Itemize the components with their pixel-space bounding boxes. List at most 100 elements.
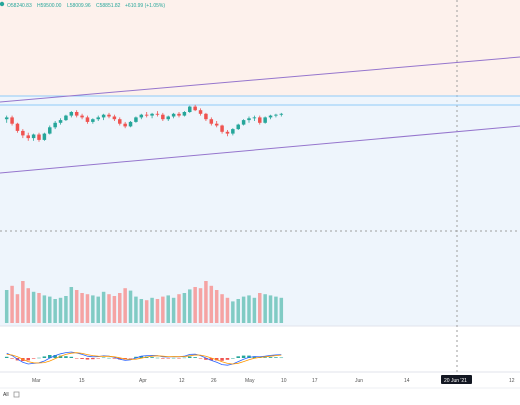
candle-body <box>214 123 219 126</box>
volume-bar <box>247 295 251 323</box>
candle-body <box>274 114 278 116</box>
date-tick: 12 <box>179 378 185 384</box>
ohlc-change: +610.99 (+1.05%) <box>125 3 165 9</box>
macd-histogram-bar <box>220 358 224 361</box>
macd-histogram-bar <box>182 357 187 359</box>
volume-bar <box>69 287 74 323</box>
volume-bar <box>42 295 47 323</box>
ohlc-close: C58851.82 <box>96 3 121 9</box>
candle-body <box>31 134 36 139</box>
macd-histogram-bar <box>225 358 230 360</box>
macd-pane <box>0 326 520 372</box>
volume-bar <box>225 297 230 323</box>
volume-bar <box>10 285 14 323</box>
volume-bar <box>58 297 63 323</box>
candle-body <box>279 113 284 115</box>
candle-body <box>188 106 192 112</box>
candle-body <box>101 114 106 118</box>
volume-bar <box>26 288 30 323</box>
volume-bar <box>252 297 257 323</box>
macd-histogram-bar <box>48 355 52 358</box>
volume-bar <box>118 293 122 323</box>
macd-histogram-bar <box>252 356 257 358</box>
date-tick: 10 <box>281 378 287 384</box>
candle-body <box>247 118 251 121</box>
volume-bar <box>263 294 267 323</box>
volume-bar <box>231 301 235 323</box>
volume-bar <box>204 281 208 323</box>
candle-body <box>74 112 79 116</box>
candle-body <box>26 135 30 139</box>
volume-bar <box>107 294 111 323</box>
volume-bar <box>155 299 160 323</box>
candle-body <box>42 133 47 140</box>
candle-body <box>236 124 240 130</box>
macd-histogram-bar <box>31 358 36 359</box>
volume-bar <box>139 299 144 323</box>
macd-histogram-bar <box>214 358 219 361</box>
macd-histogram-bar <box>150 357 154 358</box>
calendar-icon[interactable] <box>13 391 20 398</box>
volume-bar <box>220 294 224 323</box>
candle-body <box>204 113 208 120</box>
channel-upper-line[interactable] <box>0 56 520 103</box>
volume-bar <box>53 299 57 323</box>
date-tick: 17 <box>312 378 318 384</box>
macd-histogram-bar <box>268 357 273 358</box>
volume-bar <box>80 293 84 323</box>
macd-histogram-bar <box>69 356 74 358</box>
volume-bar <box>171 297 176 323</box>
volume-bar <box>182 293 187 323</box>
candle-body <box>64 115 68 121</box>
macd-histogram-bar <box>53 355 57 358</box>
macd-histogram-bar <box>166 358 170 359</box>
candle-body <box>80 115 84 118</box>
volume-bar <box>48 296 52 323</box>
macd-histogram-bar <box>10 358 14 359</box>
candle-body <box>91 119 95 122</box>
candle-body <box>53 122 57 128</box>
macd-histogram-bar <box>231 358 235 359</box>
candle-body <box>225 131 230 134</box>
macd-histogram-bar <box>128 358 133 359</box>
volume-bar <box>74 290 79 323</box>
macd-histogram-bar <box>139 355 144 358</box>
volume-bar <box>161 296 165 323</box>
volume-bar <box>128 290 133 323</box>
volume-bar <box>96 296 100 323</box>
candle-body <box>10 117 14 124</box>
macd-histogram-bar <box>279 357 284 359</box>
volume-bar <box>166 295 170 323</box>
candle-body <box>118 119 122 124</box>
volume-bar <box>258 293 262 323</box>
macd-histogram-bar <box>209 358 214 361</box>
candles-layer <box>4 104 284 142</box>
volume-bar <box>144 300 149 323</box>
macd-histogram-bar <box>4 356 9 358</box>
candle-body <box>220 125 224 132</box>
volume-bar <box>4 290 9 323</box>
volume-bar <box>101 291 106 323</box>
macd-histogram-bar <box>198 358 203 359</box>
candle-body <box>166 116 170 120</box>
volume-bar <box>64 296 68 323</box>
macd-histogram-bar <box>177 358 181 359</box>
candle-body <box>144 114 149 116</box>
macd-histogram-bar <box>204 358 208 360</box>
volume-bar <box>193 287 197 323</box>
range-all-button[interactable]: All <box>3 392 9 398</box>
volume-bar <box>91 295 95 323</box>
volume-bar <box>188 289 192 323</box>
candle-body <box>48 127 52 134</box>
candle-body <box>161 114 165 120</box>
date-axis[interactable]: Mar 15 Apr 12 26 May 10 17 Jun 14 12 20 … <box>32 375 515 384</box>
volume-bar <box>31 291 36 323</box>
candle-body <box>182 112 187 116</box>
candle-body <box>15 123 20 131</box>
volume-bar <box>134 296 138 323</box>
macd-histogram-bar <box>188 356 192 358</box>
macd-histogram-bar <box>80 358 84 359</box>
channel-lower-line[interactable] <box>0 125 520 174</box>
